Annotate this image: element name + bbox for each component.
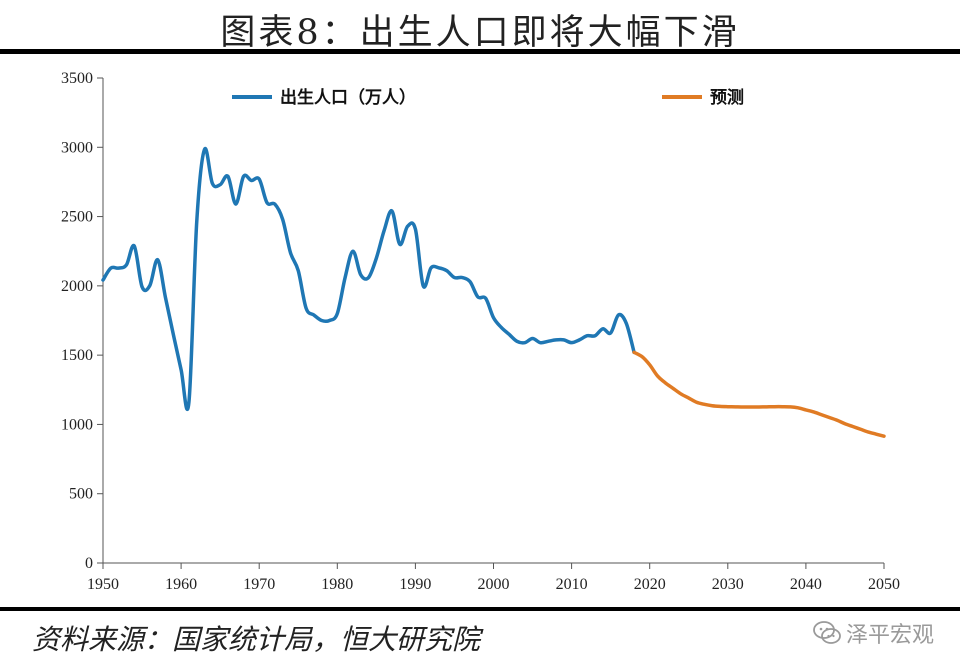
watermark-text: 泽平宏观 [846,623,935,648]
bottom-rule [0,607,960,611]
chart-title: 图表8：出生人口即将大幅下滑 [220,13,740,53]
x-tick-label: 2040 [790,576,822,593]
y-tick-label: 2000 [61,278,93,295]
source-note: 资料来源：国家统计局，恒大研究院 [32,623,481,656]
y-tick-label: 1000 [61,416,93,433]
series-line-forecast [632,350,886,438]
y-tick-label: 3000 [61,139,93,156]
x-tick-label: 1950 [87,576,119,593]
y-tick-label: 1500 [61,347,93,364]
wechat-icon [813,621,841,644]
y-tick-label: 2500 [61,209,93,226]
x-tick-label: 2000 [478,576,510,593]
y-ticks: 0 500 1000 1500 2000 2500 3000 3500 [61,70,103,572]
series-line-actual [101,146,636,412]
legend: 出生人口（万人） 预测 [232,87,744,108]
legend-label-forecast: 预测 [710,87,744,108]
x-tick-label: 2020 [634,576,666,593]
x-tick-label: 1970 [243,576,275,593]
x-tick-label: 2030 [712,576,744,593]
x-tick-label: 2010 [556,576,588,593]
y-tick-label: 0 [85,555,93,572]
x-tick-label: 2050 [868,576,900,593]
y-tick-label: 500 [69,486,93,503]
x-tick-label: 1990 [399,576,431,593]
x-ticks: 1950 1960 1970 1980 1990 2000 2010 2020 2030 2040… [87,563,900,593]
y-tick-label: 3500 [61,70,93,87]
top-rule [0,49,960,54]
series-group [101,146,886,438]
watermark: 泽平宏观 [812,617,934,649]
legend-label-actual: 出生人口（万人） [280,87,416,108]
x-tick-label: 1960 [165,576,197,593]
x-tick-label: 1980 [321,576,353,593]
